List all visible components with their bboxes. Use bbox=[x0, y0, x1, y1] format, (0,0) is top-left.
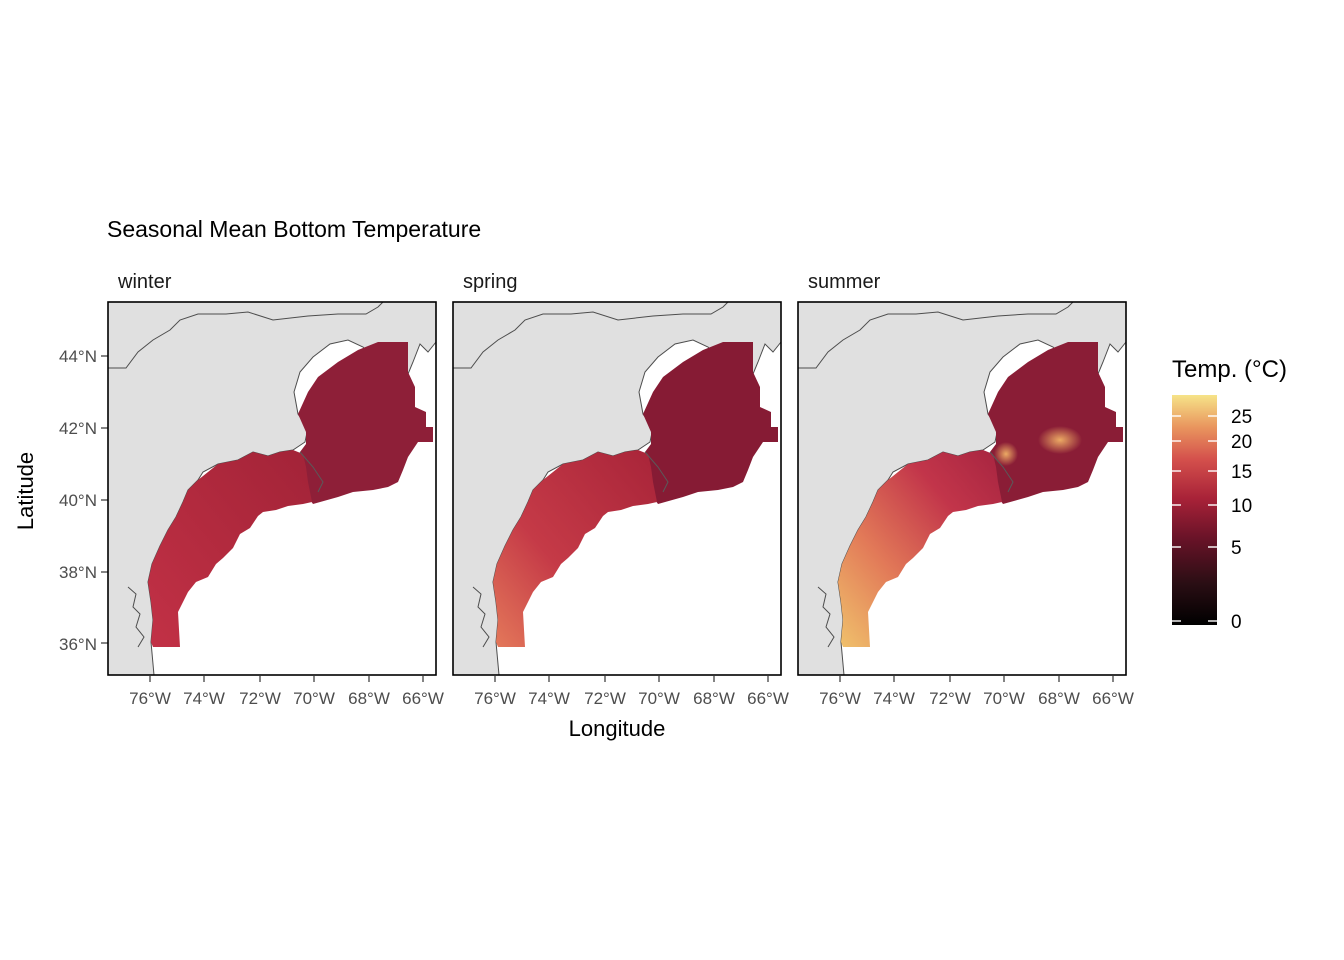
bay-coastline bbox=[817, 586, 835, 648]
legend-tick-label: 5 bbox=[1231, 538, 1242, 559]
x-tick-label: 72°W bbox=[584, 689, 626, 708]
legend-tick-label: 0 bbox=[1231, 612, 1242, 633]
legend: Temp. (°C) 25 20 15 10 5 0 bbox=[1172, 356, 1287, 633]
x-tick-label: 72°W bbox=[239, 689, 281, 708]
state-border bbox=[108, 301, 384, 369]
x-tick-label: 68°W bbox=[348, 689, 390, 708]
temperature-field-north bbox=[643, 342, 778, 504]
panel-label: winter bbox=[117, 271, 172, 293]
x-tick-label: 68°W bbox=[1038, 689, 1080, 708]
legend-tick-label: 20 bbox=[1231, 432, 1252, 453]
x-tick-label: 74°W bbox=[183, 689, 225, 708]
x-tick-label: 76°W bbox=[129, 689, 171, 708]
bay-coastline bbox=[127, 586, 145, 648]
chart-title: Seasonal Mean Bottom Temperature bbox=[107, 216, 481, 242]
x-tick-label: 76°W bbox=[474, 689, 516, 708]
legend-tick-label: 15 bbox=[1231, 462, 1252, 483]
x-tick-label: 74°W bbox=[528, 689, 570, 708]
bay-coastline bbox=[472, 586, 490, 648]
temperature-field-south bbox=[148, 450, 312, 647]
x-tick-label: 70°W bbox=[638, 689, 680, 708]
panel-border bbox=[797, 301, 1127, 676]
y-tick-label: 40°N bbox=[59, 491, 97, 510]
temperature-field-north bbox=[988, 342, 1123, 504]
shelf-boundary bbox=[644, 451, 669, 493]
legend-title: Temp. (°C) bbox=[1172, 356, 1287, 383]
x-tick-label: 66°W bbox=[1092, 689, 1134, 708]
temperature-field-south bbox=[493, 450, 657, 647]
legend-colorbar bbox=[1172, 395, 1217, 625]
temperature-field-south bbox=[838, 450, 1002, 647]
temperature-field-north bbox=[298, 342, 433, 504]
legend-tick-label: 25 bbox=[1231, 407, 1252, 428]
x-tick-label: 76°W bbox=[819, 689, 861, 708]
y-axis-label: Latitude bbox=[13, 452, 38, 530]
y-tick-label: 44°N bbox=[59, 347, 97, 366]
map-panel-summer: summer 76°W 74°W 72°W 70°W 68°W 66°W bbox=[797, 271, 1134, 708]
panel-border bbox=[452, 301, 782, 676]
panel-label: summer bbox=[808, 271, 881, 293]
map-panel-winter: winter 76°W 74°W 72°W 70°W 68°W 66°W bbox=[107, 271, 444, 708]
panel-label: spring bbox=[463, 271, 517, 293]
state-border bbox=[798, 301, 1074, 369]
y-tick-label: 42°N bbox=[59, 419, 97, 438]
y-tick-label: 36°N bbox=[59, 635, 97, 654]
x-tick-label: 68°W bbox=[693, 689, 735, 708]
x-tick-label: 66°W bbox=[747, 689, 789, 708]
x-axis-label: Longitude bbox=[569, 716, 666, 741]
x-tick-label: 74°W bbox=[873, 689, 915, 708]
map-panel-spring: spring 76°W 74°W 72°W 70°W 68°W 66°W bbox=[452, 271, 789, 708]
y-tick-label: 38°N bbox=[59, 563, 97, 582]
x-tick-label: 70°W bbox=[983, 689, 1025, 708]
shelf-boundary bbox=[989, 451, 1014, 493]
x-tick-label: 72°W bbox=[929, 689, 971, 708]
warm-spot bbox=[1038, 426, 1082, 454]
legend-tick-label: 10 bbox=[1231, 496, 1252, 517]
panel-border bbox=[107, 301, 437, 676]
y-axis: 44°N 42°N 40°N 38°N 36°N bbox=[59, 347, 108, 654]
state-border bbox=[453, 301, 729, 369]
shelf-boundary bbox=[299, 451, 324, 493]
x-tick-label: 66°W bbox=[402, 689, 444, 708]
warm-spot bbox=[994, 442, 1018, 466]
x-tick-label: 70°W bbox=[293, 689, 335, 708]
